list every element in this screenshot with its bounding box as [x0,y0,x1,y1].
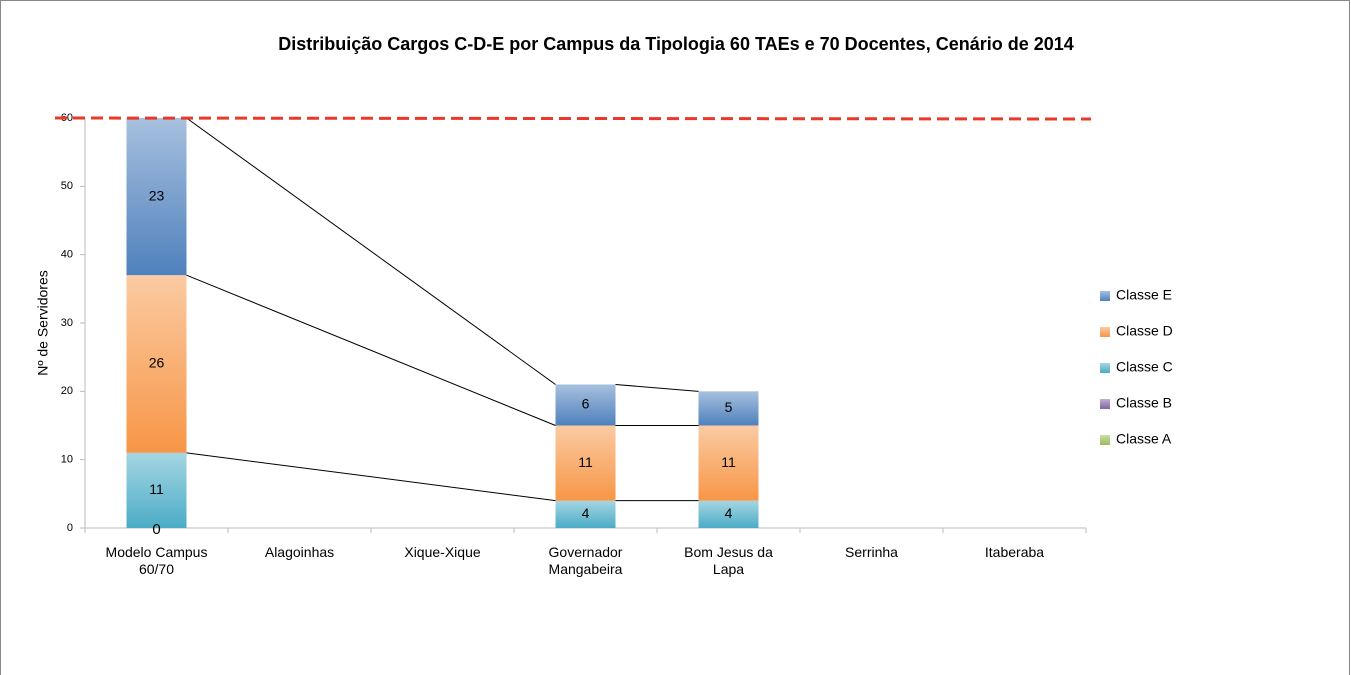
data-label: 4 [725,505,733,521]
legend-label: Classe B [1116,395,1172,411]
legend-swatch [1100,399,1110,409]
series-line [186,452,556,502]
data-label: 6 [582,396,590,412]
bar-segment [698,391,759,426]
x-tick-label: Bom Jesus da Lapa [684,544,773,577]
series-line [186,274,556,426]
bar-segment [698,500,759,528]
legend-label: Classe A [1116,431,1172,447]
data-label: 4 [582,505,590,521]
x-tick-label: Itaberaba [984,544,1045,560]
y-tick-label: 30 [61,317,73,329]
data-label: 23 [149,187,165,203]
reference-line [54,116,1092,121]
data-label: 0 [152,521,160,538]
legend-label: Classe E [1116,287,1172,303]
y-tick-label: 0 [67,522,73,534]
legend-label: Classe C [1116,359,1173,375]
x-tick-label: Serrinha [845,544,898,560]
chart-title: Distribuição Cargos C-D-E por Campus da … [278,34,1074,54]
legend-swatch [1100,327,1110,337]
bar-segment [555,500,616,528]
y-tick-label: 50 [61,180,73,192]
bar-segment [126,118,187,276]
x-tick-label: Modelo Campus 60/70 [105,544,208,577]
x-tick-label: Alagoinhas [264,544,335,560]
data-label: 26 [149,355,165,371]
series-line [615,384,699,392]
series-line [186,117,556,385]
bar-segment [126,275,187,453]
x-tick-label: Xique-Xique [404,544,481,560]
data-label: 11 [149,481,164,497]
bar-segment [698,425,759,501]
bar-segment [555,425,616,501]
data-label: 5 [725,399,733,415]
bar-segment [126,452,187,528]
legend-swatch [1100,363,1110,373]
legend-label: Classe D [1116,323,1173,339]
legend-swatch [1100,435,1110,445]
bar-segment [555,384,616,426]
data-label: 11 [721,454,736,470]
x-tick-label: Governador Mangabeira [548,544,623,577]
data-label: 11 [578,454,593,470]
legend-swatch [1100,291,1110,301]
y-axis-label: Nº de Servidores [35,270,51,376]
y-tick-label: 10 [61,454,73,466]
y-tick-label: 40 [61,249,73,261]
y-tick-label: 20 [61,385,73,397]
